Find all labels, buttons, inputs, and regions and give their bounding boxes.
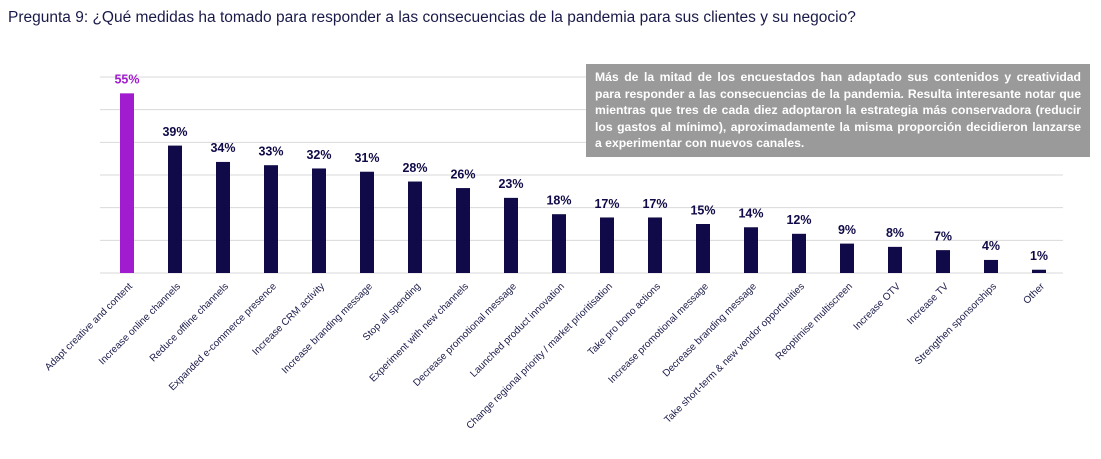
bar [984,259,998,273]
bar [408,181,422,273]
x-tick-label: Increase branding message [280,281,375,376]
x-tick-label: Strengthen sponsorships [913,281,999,367]
bar [696,224,710,273]
bar [264,165,278,273]
bar [600,217,614,273]
x-tick-label: Increase promotional message [607,281,712,386]
data-label: 1% [1030,249,1048,263]
bar [216,161,230,273]
data-label: 18% [546,193,571,207]
bar [552,214,566,273]
data-label: 55% [114,73,139,87]
data-label: 33% [258,144,283,158]
bar [744,227,758,273]
data-label: 31% [354,151,379,165]
bar [1032,269,1046,273]
x-tick-label: Other [1022,281,1048,307]
bar [648,217,662,273]
annotation: Más de la mitad de los encuestados han a… [586,64,1090,157]
data-label: 17% [642,197,667,211]
x-tick-label: Increase TV [905,281,951,327]
bar [168,145,182,273]
bar [936,250,950,273]
x-tick-label: Experiment with new channels [368,281,471,384]
bar [792,233,806,273]
data-label: 34% [210,141,235,155]
bar [888,246,902,273]
bar [504,197,518,273]
bar [120,93,134,273]
bar [456,188,470,273]
data-label: 39% [162,125,187,139]
data-label: 23% [498,177,523,191]
x-tick-label: Decrease promotional message [411,281,519,389]
data-label: 12% [786,213,811,227]
bar [312,168,326,273]
data-label: 15% [690,203,715,217]
data-label: 32% [306,148,331,162]
data-label: 7% [934,229,952,243]
x-tick-label: Increase OTV [852,281,904,333]
x-tick-label: Adapt creative and content [43,281,135,373]
x-tick-label: Increase online channels [97,281,183,367]
x-tick-label: Launched product innovation [468,281,567,380]
data-label: 4% [982,239,1000,253]
data-label: 14% [738,207,763,221]
data-label: 9% [838,223,856,237]
data-label: 28% [402,161,427,175]
data-label: 26% [450,167,475,181]
chart-title: Pregunta 9: ¿Qué medidas ha tomado para … [8,9,856,26]
bar [360,171,374,273]
bar [840,243,854,273]
x-tick-label: Decrease branding message [661,281,759,379]
x-tick-label: Reduce offline channels [148,281,231,364]
data-label: 8% [886,226,904,240]
data-label: 17% [594,197,619,211]
